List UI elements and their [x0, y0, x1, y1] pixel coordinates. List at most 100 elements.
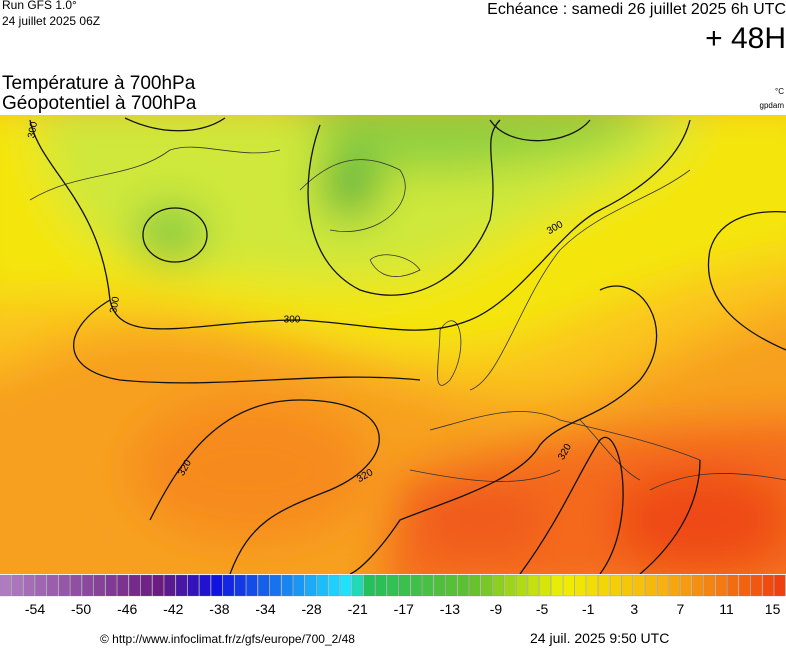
colorbar-cell — [105, 574, 117, 597]
contour-label: 300 — [284, 315, 301, 326]
colorbar-cell — [774, 574, 786, 597]
colorbar-cell — [645, 574, 657, 597]
colorbar-cell — [35, 574, 47, 597]
colorbar-cell — [234, 574, 246, 597]
colorbar-cell — [762, 574, 774, 597]
colorbar-cell — [58, 574, 70, 597]
footer-source: © http://www.infoclimat.fr/z/gfs/europe/… — [100, 632, 355, 646]
colorbar-cell — [46, 574, 59, 597]
colorbar-cell — [257, 574, 270, 597]
colorbar-cell — [340, 574, 352, 597]
colorbar-cell — [609, 574, 622, 597]
colorbar-tick-label: 11 — [719, 601, 734, 617]
colorbar-cell — [516, 574, 528, 597]
colorbar-tick-label: -42 — [163, 601, 183, 617]
title-temperature: Température à 700hPa — [2, 73, 196, 94]
colorbar-cell — [691, 574, 704, 597]
colorbar-cell — [598, 574, 610, 597]
colorbar-cell — [222, 574, 235, 597]
colorbar-cell — [750, 574, 763, 597]
colorbar-cell — [93, 574, 106, 597]
colorbar-cell — [269, 574, 282, 597]
colorbar-cell — [386, 574, 399, 597]
colorbar-cell — [70, 574, 82, 597]
colorbar-cell — [199, 574, 211, 597]
colorbar-tick-label: -21 — [348, 601, 368, 617]
colorbar-cell — [11, 574, 24, 597]
colorbar-cell — [703, 574, 716, 597]
colorbar-cell — [715, 574, 727, 597]
colorbar-cell — [281, 574, 293, 597]
colorbar-cell — [504, 574, 516, 597]
lead-time: + 48H — [705, 22, 786, 55]
colorbar-tick-label: 3 — [630, 601, 638, 617]
contour-label: 300 — [108, 295, 122, 314]
colorbar-cell — [328, 574, 340, 597]
colorbar-cell — [492, 574, 504, 597]
colorbar-tick-label: -54 — [25, 601, 45, 617]
colorbar-cell — [562, 574, 575, 597]
colorbar-tick-label: -50 — [71, 601, 91, 617]
colorbar-cell — [527, 574, 540, 597]
colorbar-cell — [140, 574, 153, 597]
colorbar-cell — [621, 574, 634, 597]
colorbar-cell — [117, 574, 129, 597]
colorbar-tick-label: 15 — [765, 601, 781, 617]
footer-timestamp: 24 juil. 2025 9:50 UTC — [530, 630, 669, 646]
colorbar-cell — [457, 574, 469, 597]
run-date: 24 juillet 2025 06Z — [2, 14, 100, 28]
colorbar-cell — [81, 574, 94, 597]
colorbar-cell — [398, 574, 411, 597]
colorbar-cell — [375, 574, 387, 597]
colorbar-cell — [680, 574, 692, 597]
colorbar-cell — [586, 574, 598, 597]
forecast-time: Echéance : samedi 26 juillet 2025 6h UTC — [487, 1, 786, 18]
unit-temperature: °C — [775, 87, 784, 96]
colorbar-cell — [738, 574, 751, 597]
colorbar-cell — [351, 574, 364, 597]
colorbar-tick-label: -9 — [490, 601, 503, 617]
colorbar-tick-label: 7 — [677, 601, 685, 617]
colorbar-cell — [293, 574, 305, 597]
colorbar-tick-label: -1 — [582, 601, 595, 617]
colorbar-cell — [128, 574, 141, 597]
colorbar-tick-label: -38 — [209, 601, 229, 617]
colorbar-ticks: -54 -50 -46 -42 -38 -34 -28 -21 -17 -13 -9 -5 -1 3 7 11… — [25, 601, 781, 617]
colorbar-cell — [164, 574, 176, 597]
colorbar-tick-label: -28 — [301, 601, 321, 617]
colorbar-cell — [316, 574, 329, 597]
colorbar-cell — [539, 574, 551, 597]
colorbar-cell — [433, 574, 446, 597]
colorbar-cell — [656, 574, 669, 597]
colorbar-cell — [422, 574, 434, 597]
colorbar-cell — [551, 574, 563, 597]
title-geopotential: Géopotentiel à 700hPa — [2, 93, 197, 114]
colorbar-cell — [363, 574, 375, 597]
colorbar-cell — [469, 574, 481, 597]
colorbar-cell — [574, 574, 587, 597]
colorbar-tick-label: -17 — [394, 601, 414, 617]
colorbar-cell — [668, 574, 680, 597]
run-label: Run GFS 1.0° — [2, 0, 77, 12]
colorbar-cell — [175, 574, 188, 597]
colorbar-cell — [445, 574, 458, 597]
colorbar-cell — [187, 574, 199, 597]
colorbar-cell — [633, 574, 645, 597]
colorbar-cell — [152, 574, 164, 597]
colorbar-cell — [727, 574, 739, 597]
colorbar-cell — [211, 574, 223, 597]
colorbar-cell — [410, 574, 422, 597]
colorbar — [0, 574, 786, 597]
colorbar-cell — [304, 574, 317, 597]
contour-label: 300 — [26, 120, 40, 139]
colorbar-cell — [246, 574, 258, 597]
colorbar-cell — [480, 574, 493, 597]
colorbar-cell — [23, 574, 35, 597]
colorbar-tick-label: -46 — [117, 601, 137, 617]
colorbar-tick-label: -5 — [536, 601, 549, 617]
colorbar-tick-label: -34 — [255, 601, 275, 617]
unit-geopotential: gpdam — [760, 101, 785, 110]
colorbar-tick-label: -13 — [440, 601, 460, 617]
